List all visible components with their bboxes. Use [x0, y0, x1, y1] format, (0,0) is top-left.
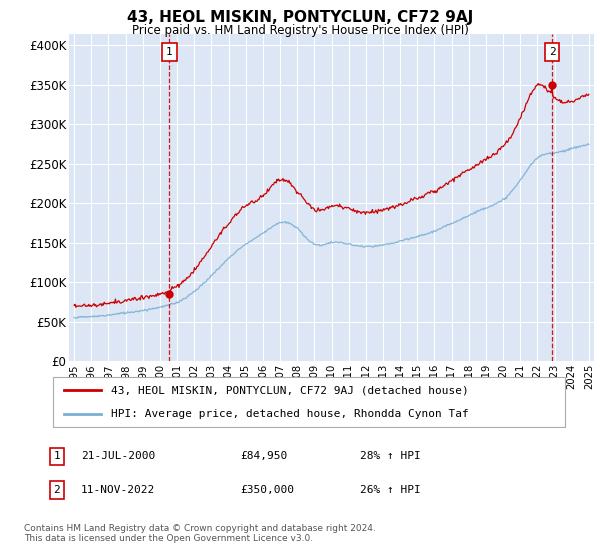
Text: 2: 2	[549, 46, 556, 57]
Text: 28% ↑ HPI: 28% ↑ HPI	[360, 451, 421, 461]
Text: Price paid vs. HM Land Registry's House Price Index (HPI): Price paid vs. HM Land Registry's House …	[131, 24, 469, 36]
Text: 1: 1	[166, 46, 173, 57]
Text: 43, HEOL MISKIN, PONTYCLUN, CF72 9AJ (detached house): 43, HEOL MISKIN, PONTYCLUN, CF72 9AJ (de…	[112, 385, 469, 395]
Text: 21-JUL-2000: 21-JUL-2000	[81, 451, 155, 461]
Text: 11-NOV-2022: 11-NOV-2022	[81, 485, 155, 495]
Text: 43, HEOL MISKIN, PONTYCLUN, CF72 9AJ: 43, HEOL MISKIN, PONTYCLUN, CF72 9AJ	[127, 10, 473, 25]
Text: Contains HM Land Registry data © Crown copyright and database right 2024.
This d: Contains HM Land Registry data © Crown c…	[24, 524, 376, 543]
Text: 1: 1	[53, 451, 61, 461]
Text: HPI: Average price, detached house, Rhondda Cynon Taf: HPI: Average price, detached house, Rhon…	[112, 408, 469, 418]
Text: £350,000: £350,000	[240, 485, 294, 495]
Text: 2: 2	[53, 485, 61, 495]
FancyBboxPatch shape	[53, 377, 565, 427]
Text: £84,950: £84,950	[240, 451, 287, 461]
Text: 26% ↑ HPI: 26% ↑ HPI	[360, 485, 421, 495]
